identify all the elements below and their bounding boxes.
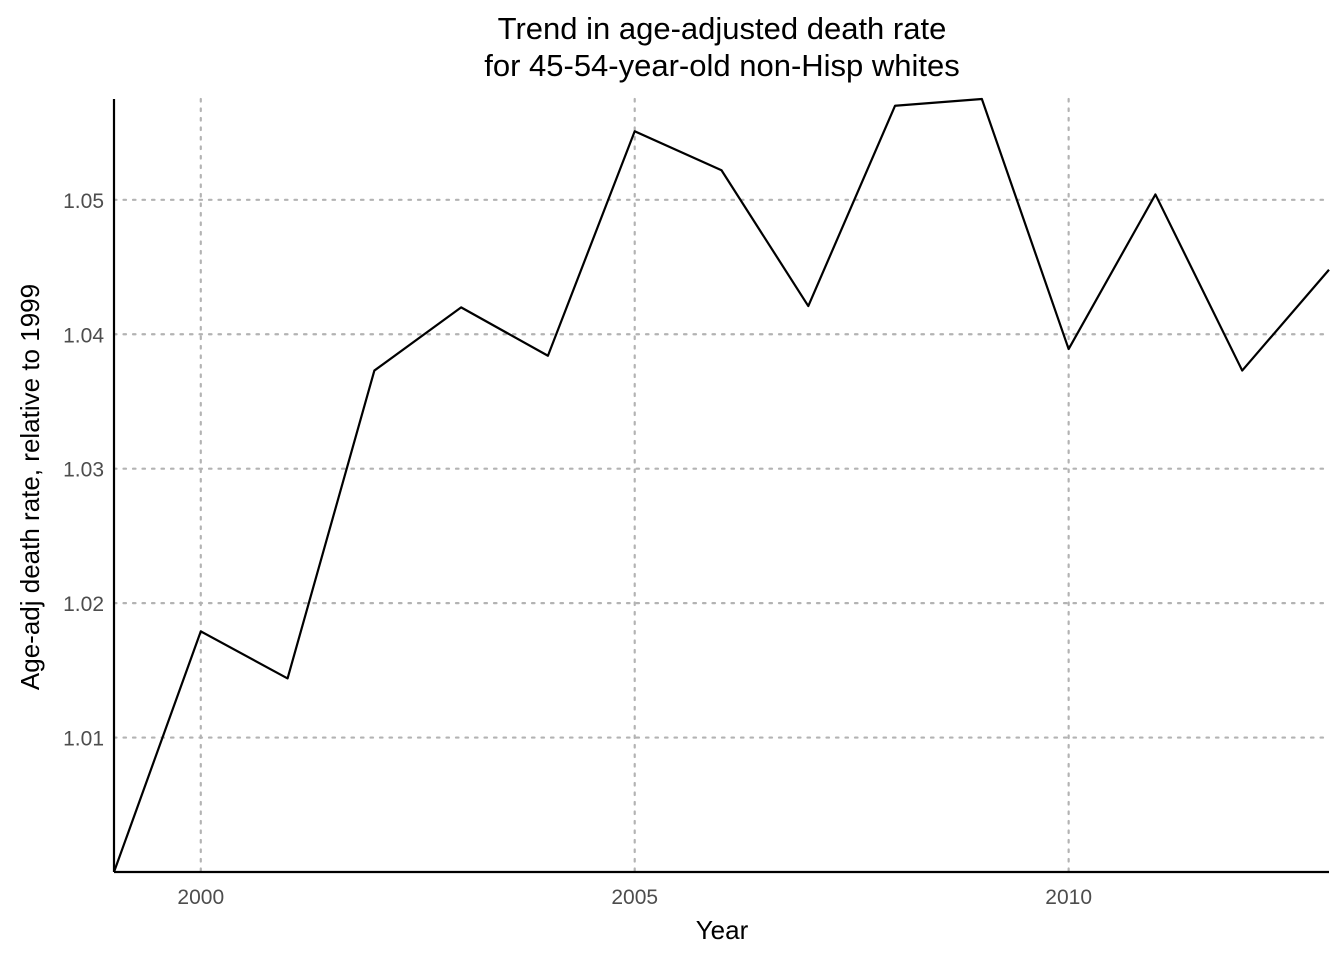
y-tick-label: 1.05 xyxy=(63,190,104,213)
grid xyxy=(112,97,1331,874)
x-tick-label: 2000 xyxy=(177,886,224,909)
tick-labels: 2000 2005 2010 1.01 1.02 1.03 1.04 1.05 xyxy=(63,190,1092,909)
x-tick-label: 2005 xyxy=(611,886,658,909)
y-tick-label: 1.02 xyxy=(63,593,104,616)
plot-area xyxy=(112,97,1330,873)
y-axis-title: Age-adj death rate, relative to 1999 xyxy=(15,284,45,690)
y-tick-label: 1.03 xyxy=(63,459,104,482)
axes xyxy=(112,99,1329,874)
chart-title: Trend in age-adjusted death rate xyxy=(498,11,947,46)
x-axis-title: Year xyxy=(696,915,749,945)
y-tick-label: 1.04 xyxy=(63,324,104,347)
chart-subtitle: for 45-54-year-old non-Hisp whites xyxy=(484,48,960,83)
series-line-0 xyxy=(112,97,1330,873)
y-tick-label: 1.01 xyxy=(63,728,104,751)
x-tick-label: 2010 xyxy=(1045,886,1092,909)
